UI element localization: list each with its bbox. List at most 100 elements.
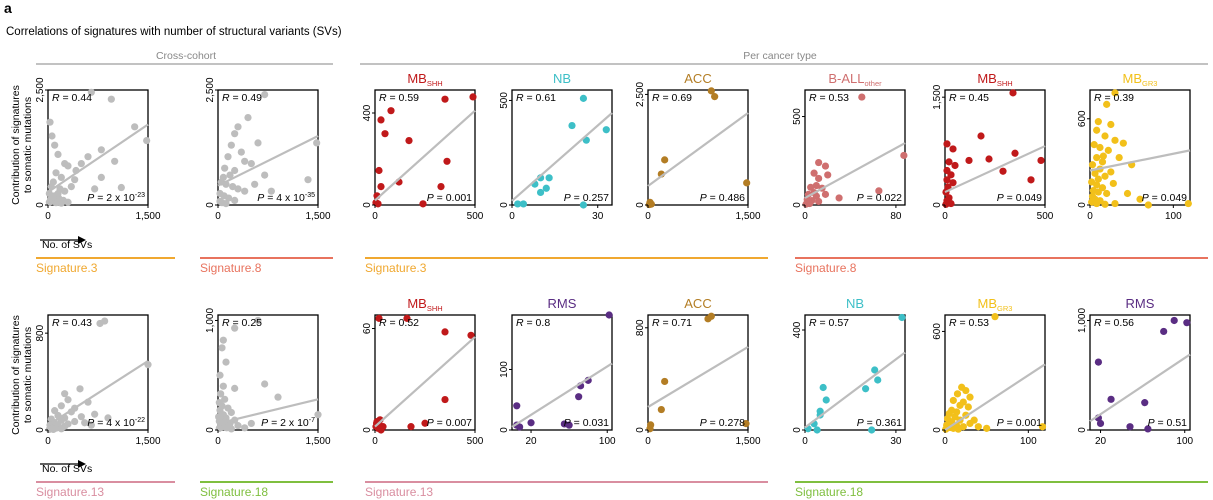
y-tick-label: 0 (499, 202, 510, 208)
x-tick-label: 1,500 (735, 436, 760, 447)
data-point (67, 183, 75, 191)
data-point (421, 419, 429, 427)
ylabel-row2: Contribution of signatures to somatic mu… (10, 315, 34, 435)
data-point (374, 200, 382, 208)
scatter-panel: MBSHH R = 0.59 P = 0.001 0 500 0 400 (362, 71, 484, 222)
data-point (313, 139, 321, 147)
data-point (261, 91, 269, 99)
panel-title: RMS (1126, 296, 1155, 311)
data-point (49, 425, 57, 433)
data-point (568, 121, 576, 130)
data-point (51, 141, 59, 149)
data-point (441, 328, 449, 336)
p-value: P = 0.049 (1142, 192, 1187, 204)
x-tick-label: 1,500 (305, 211, 330, 222)
x-tick-label: 0 (372, 211, 378, 222)
data-point (1094, 358, 1103, 366)
x-tick-label: 0 (372, 436, 378, 447)
data-point (962, 386, 970, 395)
data-point (91, 185, 99, 193)
data-point (1093, 199, 1101, 208)
y-tick-label: 0 (205, 427, 216, 433)
data-point (527, 419, 535, 427)
r-value: R = 0.56 (1094, 317, 1134, 329)
data-point (815, 197, 823, 206)
group-label-per-cancer-type: Per cancer type (743, 50, 817, 62)
regression-line (47, 123, 149, 194)
data-point (947, 171, 955, 179)
data-point (131, 123, 139, 131)
data-point (815, 158, 823, 167)
r-value: R = 0.52 (379, 317, 419, 329)
signature-label: Signature.13 (365, 485, 433, 499)
data-point (874, 376, 882, 384)
y-tick-label: 600 (932, 323, 943, 340)
x-tick-label: 0 (645, 211, 651, 222)
data-point (1101, 200, 1109, 208)
x-tick-label: 20 (1095, 436, 1107, 447)
data-point (1037, 156, 1045, 165)
data-point (64, 162, 72, 170)
signature-labels: Signature.3 Signature.8 Signature.3 Signatu… (36, 257, 1208, 499)
y-tick-label: 0 (35, 202, 46, 208)
data-point (1123, 189, 1132, 198)
data-point (222, 200, 230, 208)
panel-title-subscript: GR3 (997, 304, 1012, 313)
data-point (1101, 172, 1109, 180)
data-point (536, 188, 545, 197)
x-tick-label: 0 (802, 211, 808, 222)
data-point (219, 382, 227, 390)
scatter-panel: R = 0.44 P = 2 x 10-23 0 1,500 0 2,500 (35, 77, 161, 222)
r-value: R = 0.69 (652, 92, 692, 104)
data-point (1027, 176, 1035, 184)
data-point (977, 132, 985, 140)
plot-frame (647, 314, 749, 431)
data-point (868, 426, 876, 434)
y-tick-label: 0 (1077, 202, 1088, 208)
figure-title: Correlations of signatures with number o… (6, 26, 342, 38)
x-tick-label: 0 (509, 211, 515, 222)
r-value: R = 0.43 (52, 317, 92, 329)
panel-title: MBGR3 (1123, 71, 1158, 88)
data-point (824, 171, 832, 179)
data-point (1103, 189, 1111, 198)
signature-label: Signature.18 (200, 485, 268, 499)
data-point (226, 171, 234, 179)
panel-title: NB (553, 71, 571, 86)
data-point (862, 385, 870, 393)
data-point (91, 410, 99, 418)
data-point (1094, 188, 1102, 196)
data-point (111, 157, 119, 165)
data-point (964, 403, 972, 411)
scatter-panel: ACC R = 0.69 P = 0.486 0 1,500 0 2,500 (635, 71, 761, 222)
data-point (231, 166, 239, 175)
data-point (943, 140, 951, 148)
x-tick-label: 100 (1020, 436, 1037, 447)
regression-line (374, 336, 476, 428)
data-point (54, 150, 62, 158)
data-point (542, 184, 550, 192)
signature-label: Signature.3 (36, 261, 98, 275)
group-label-cross-cohort: Cross-cohort (156, 50, 216, 62)
data-point (1094, 118, 1102, 126)
data-point (871, 366, 879, 374)
panel-title: MBSHH (407, 296, 442, 313)
p-value: P = 0.51 (1148, 417, 1188, 429)
data-point (951, 161, 959, 170)
data-point (942, 200, 950, 208)
data-point (81, 419, 89, 427)
panel-title: ACC (684, 296, 711, 311)
data-point (61, 390, 69, 398)
data-point (52, 199, 60, 207)
data-point (443, 157, 451, 165)
r-value: R = 0.44 (52, 92, 92, 104)
svg-text:Contribution of signatures: Contribution of signatures (10, 315, 22, 435)
panel-title-subscript: other (865, 79, 883, 88)
data-point (1144, 425, 1152, 433)
panel-title-subscript: SHH (427, 79, 443, 88)
data-point (970, 416, 978, 424)
data-point (821, 162, 830, 170)
data-point (71, 417, 79, 426)
